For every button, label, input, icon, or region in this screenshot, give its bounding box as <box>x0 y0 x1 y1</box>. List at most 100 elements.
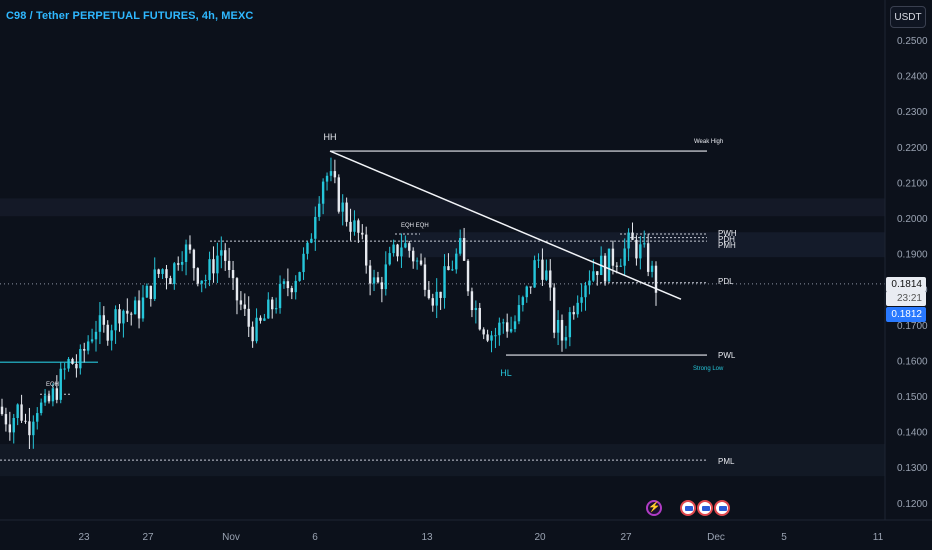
candle-body <box>341 202 344 212</box>
candle-body <box>368 265 372 284</box>
candle-body <box>490 335 493 341</box>
candle-body <box>55 388 59 400</box>
candle-body <box>361 232 364 235</box>
price-tick-label: 0.1700 <box>897 321 928 332</box>
eqh-left-label: EQH <box>46 382 59 388</box>
candle-body <box>177 263 180 265</box>
candle-body <box>196 268 200 284</box>
candle-body <box>130 313 133 315</box>
candle-body <box>486 334 489 341</box>
candle-body <box>541 259 544 280</box>
last-price-badge: 0.1814 <box>886 277 926 292</box>
candle-body <box>122 310 125 324</box>
candle-body <box>443 266 446 298</box>
us-flag-icon[interactable] <box>680 500 696 516</box>
candle-body <box>451 269 454 271</box>
pdh-label: PDH <box>718 235 735 244</box>
candle-body <box>16 404 19 419</box>
candle-body <box>321 181 325 204</box>
candle-body <box>607 248 611 282</box>
candle-body <box>611 248 615 266</box>
pml-label: PML <box>718 457 735 466</box>
lightning-icon[interactable]: ⚡ <box>646 500 662 516</box>
hh-label: HH <box>324 132 337 142</box>
candle-body <box>259 317 262 321</box>
candle-body <box>411 250 415 262</box>
candle-body <box>517 305 521 322</box>
candle-body <box>290 288 293 293</box>
candle-body <box>435 291 438 306</box>
candle-body <box>192 249 196 269</box>
time-tick-label: 5 <box>781 532 787 543</box>
candle-body <box>635 239 638 259</box>
candle-body <box>67 358 70 369</box>
candle-body <box>447 266 450 271</box>
candle-body <box>306 242 309 254</box>
us-flag-icon[interactable] <box>714 500 730 516</box>
candle-body <box>63 368 66 370</box>
candle-body <box>4 414 8 425</box>
candle-body <box>525 286 528 298</box>
candle-body <box>431 298 434 306</box>
candle-body <box>32 421 35 436</box>
candle-body <box>513 321 517 330</box>
us-flag-icon[interactable] <box>697 500 713 516</box>
strong-low-label: Strong Low <box>693 366 724 372</box>
candle-body <box>314 216 317 239</box>
candle-body <box>580 297 583 303</box>
candle-body <box>592 271 595 281</box>
candle-body <box>169 278 172 285</box>
candle-body <box>271 299 274 310</box>
candle-body <box>0 406 4 415</box>
time-tick-label: Dec <box>707 532 725 543</box>
chart-title: C98 / Tether PERPETUAL FUTURES, 4h, MEXC <box>6 10 254 22</box>
candle-body <box>216 255 219 274</box>
candle-body <box>286 281 290 289</box>
candle-body <box>36 413 39 422</box>
candle-body <box>79 349 82 369</box>
candle-body <box>372 277 376 284</box>
candle-body <box>102 315 106 325</box>
pmh-label: PMH <box>718 241 736 250</box>
candle-body <box>529 286 532 288</box>
price-tick-label: 0.2300 <box>897 107 928 118</box>
candle-body <box>255 317 258 342</box>
supply-zone <box>0 198 885 217</box>
bid-price-badge: 0.1812 <box>886 307 926 322</box>
candle-body <box>28 421 31 436</box>
candle-body <box>509 329 513 332</box>
candle-body <box>310 238 313 243</box>
candle-body <box>482 329 485 335</box>
candle-body <box>298 272 301 281</box>
candle-body <box>505 322 509 332</box>
price-tick-label: 0.2000 <box>897 214 928 225</box>
candle-body <box>220 250 223 256</box>
candle-body <box>126 310 129 314</box>
candle-body <box>337 177 340 212</box>
candle-body <box>466 260 470 292</box>
time-tick-label: 27 <box>620 532 632 543</box>
candle-body <box>47 395 51 402</box>
candle-body <box>556 319 560 333</box>
candle-body <box>643 243 646 245</box>
candle-body <box>462 238 466 261</box>
candle-body <box>318 203 321 217</box>
candle-body <box>623 248 626 266</box>
candle-body <box>427 289 431 299</box>
candle-body <box>588 280 591 286</box>
candle-body <box>204 280 207 282</box>
candle-body <box>470 291 474 311</box>
candle-body <box>615 265 619 267</box>
candle-body <box>560 319 564 341</box>
candle-body <box>521 297 525 306</box>
candle-body <box>533 260 536 288</box>
candle-body <box>646 243 650 272</box>
candle-body <box>200 280 203 284</box>
weak-high-label: Weak High <box>694 139 723 145</box>
candle-body <box>188 244 192 250</box>
candle-body <box>584 285 587 298</box>
currency-button[interactable]: USDT <box>890 6 926 28</box>
hl-label: HL <box>500 368 512 378</box>
candle-body <box>94 331 98 340</box>
